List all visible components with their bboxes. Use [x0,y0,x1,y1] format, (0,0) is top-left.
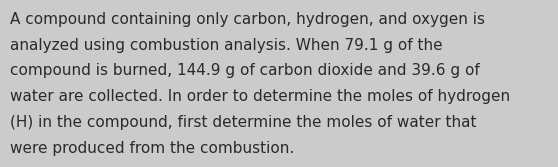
Text: compound is burned, 144.9 g of carbon dioxide and 39.6 g of: compound is burned, 144.9 g of carbon di… [10,63,480,78]
Text: water are collected. In order to determine the moles of hydrogen: water are collected. In order to determi… [10,89,510,104]
Text: analyzed using combustion analysis. When 79.1 g of the: analyzed using combustion analysis. When… [10,38,442,53]
Text: (H) in the compound, first determine the moles of water that: (H) in the compound, first determine the… [10,115,477,130]
Text: were produced from the combustion.: were produced from the combustion. [10,141,294,156]
Text: A compound containing only carbon, hydrogen, and oxygen is: A compound containing only carbon, hydro… [10,12,485,27]
